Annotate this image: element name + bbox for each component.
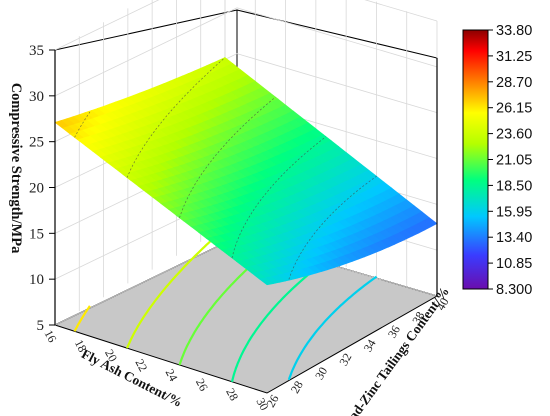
colorbar-label: 26.15: [496, 101, 532, 117]
z-tick-label: 35: [29, 43, 44, 59]
x-tick-label: 24: [163, 366, 181, 383]
grid-line: [54, 0, 438, 51]
x-tick-label: 16: [42, 328, 60, 345]
floor-contour-line: [73, 305, 91, 332]
floor-contour-line: [230, 259, 327, 383]
surface-patch: [258, 277, 274, 286]
colorbar-labels: 33.80 31.25 28.70 26.15 23.60 21.05 18.50 15.95…: [488, 23, 532, 298]
colorbar-label: 31.25: [496, 49, 532, 65]
z-axis-ticks: 5 10 15 20 25 30 35: [29, 43, 55, 334]
colorbar-label: 10.85: [496, 256, 532, 272]
surface-contour-line: [74, 111, 91, 138]
z-tick-label: 30: [29, 89, 44, 105]
surface-contour-line: [126, 57, 226, 178]
colorbar-label: 18.50: [496, 178, 532, 194]
y-tick-label: 30: [312, 365, 330, 382]
y-tick-label: 32: [336, 351, 354, 368]
surface-contour-line: [179, 96, 276, 218]
y-tick-label: 28: [288, 378, 306, 395]
x-tick-label: 30: [254, 396, 272, 413]
x-tick-label: 26: [193, 376, 211, 393]
surface-contour-line: [288, 175, 377, 280]
surface-mesh: [54, 57, 438, 286]
colorbar-label: 13.40: [496, 230, 532, 246]
x-tick-label: 18: [72, 337, 90, 354]
colorbar-label: 28.70: [496, 75, 532, 91]
colorbar-label: 23.60: [496, 127, 532, 143]
floor-contour-line: [287, 275, 378, 381]
surface-contours: [74, 57, 377, 280]
x-tick-label: 22: [132, 357, 150, 374]
grid-line: [54, 7, 438, 97]
z-tick-label: 5: [37, 318, 45, 334]
colorbar-label: 21.05: [496, 153, 532, 169]
z-axis-label: Compressive Strength/MPa: [8, 83, 24, 254]
z-tick-label: 20: [29, 181, 44, 197]
colorbar-label: 33.80: [496, 23, 532, 39]
floor-contour-line: [125, 227, 226, 349]
x-tick-label: 28: [223, 386, 241, 403]
y-tick-label: 34: [361, 337, 379, 354]
x-axis-ticks: 16 18 20 22 24 26 28 30: [42, 328, 272, 413]
surface-contour-line: [231, 136, 327, 259]
colorbar-label: 8.300: [496, 282, 532, 298]
z-tick-label: 15: [29, 226, 44, 242]
colorbar-label: 15.95: [496, 204, 532, 220]
x-tick-label: 20: [102, 347, 120, 364]
z-tick-label: 25: [29, 135, 44, 151]
colorbar: [462, 29, 489, 290]
z-tick-label: 10: [29, 272, 44, 288]
